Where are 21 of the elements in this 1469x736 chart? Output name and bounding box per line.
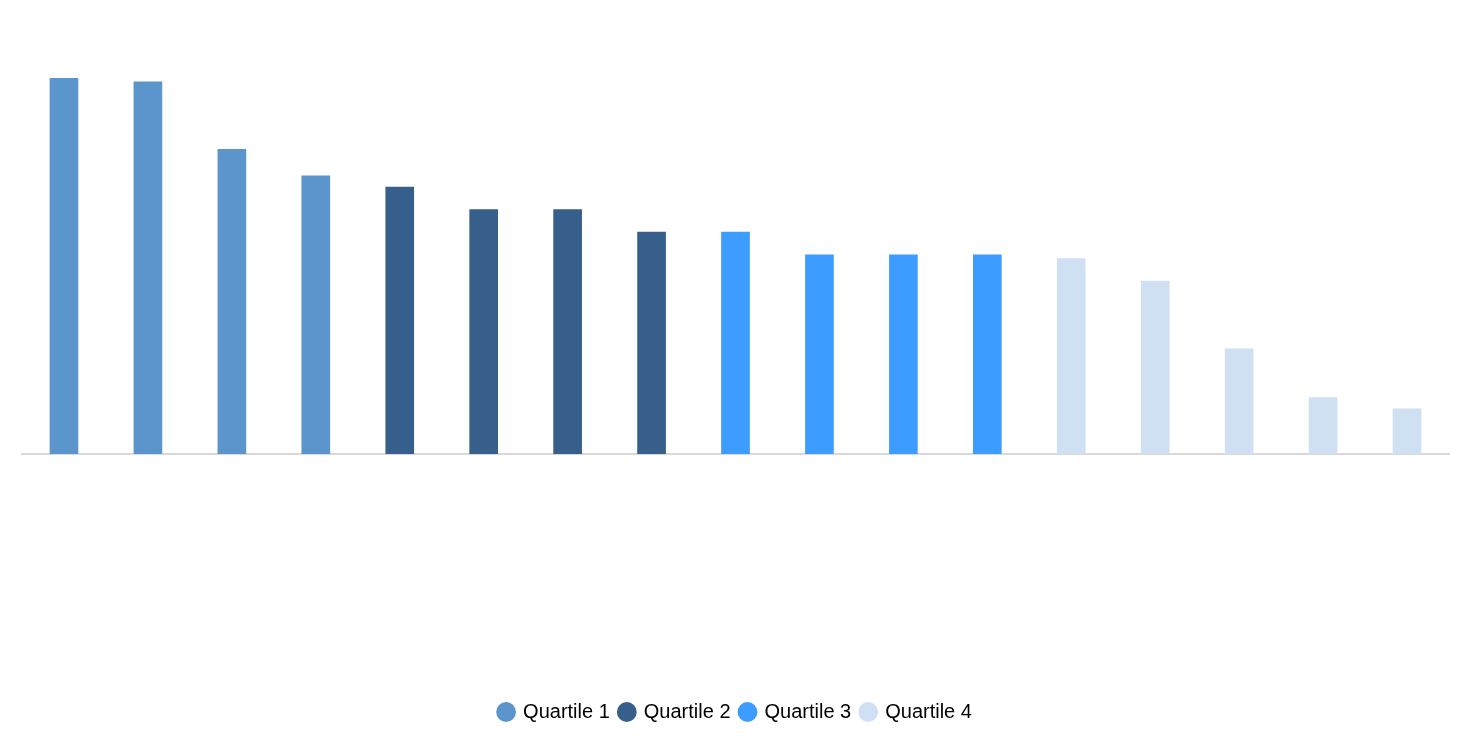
legend-label: Quartile 2 <box>643 699 731 722</box>
legend-label: Quartile 3 <box>764 699 852 722</box>
legend-label: Quartile 1 <box>523 699 610 722</box>
bar <box>805 254 834 454</box>
legend-label: Quartile 4 <box>885 699 972 722</box>
bar <box>553 209 582 454</box>
bar <box>1140 280 1170 454</box>
bar <box>1224 348 1254 454</box>
bar <box>889 254 918 454</box>
bar <box>721 231 750 454</box>
bar <box>469 209 499 454</box>
bar <box>49 78 79 454</box>
bar <box>301 175 331 454</box>
bar <box>1308 397 1338 454</box>
bar <box>637 231 666 454</box>
bar <box>133 81 163 454</box>
bar <box>972 254 1002 454</box>
bar <box>385 186 415 454</box>
bar <box>1056 258 1086 454</box>
bar <box>1392 408 1422 454</box>
bar <box>217 149 247 454</box>
